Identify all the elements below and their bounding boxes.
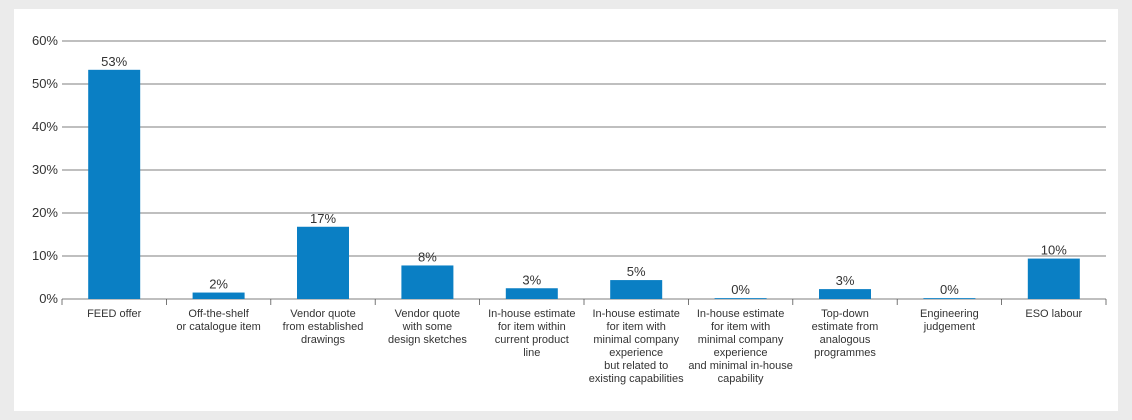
category-label-line: for item with (607, 321, 666, 333)
category-label-line: minimal company (593, 334, 679, 346)
category-label: ESO labour (1025, 308, 1082, 320)
category-label-line: experience (714, 347, 768, 359)
data-label: 10% (1041, 243, 1067, 258)
y-tick-label: 30% (32, 162, 58, 177)
category-label: In-house estimate for item within current … (488, 308, 575, 359)
y-tick-label: 0% (39, 291, 58, 306)
category-label-line: Vendor quote (395, 308, 460, 320)
category-labels: FEED offer Off-the-shelf or catalogue item… (61, 299, 1107, 385)
data-label: 8% (418, 249, 437, 264)
category-label-line: judgement (923, 321, 975, 333)
category-label: Engineering judgement (920, 308, 979, 333)
category-label-line: In-house estimate (488, 308, 575, 320)
category-label-line: In-house estimate (697, 308, 784, 320)
category-label-line: programmes (814, 347, 876, 359)
y-tick-label: 10% (32, 248, 58, 263)
category-label-line: drawings (301, 334, 346, 346)
data-label: 0% (731, 282, 750, 297)
category-label-line: ESO labour (1025, 308, 1082, 320)
data-label: 3% (836, 273, 855, 288)
category-label: In-house estimate for item with minimal co… (688, 308, 793, 385)
category-label-line: and minimal in-house (688, 360, 793, 372)
y-axis-ticks: 0% 10% 20% 30% 40% 50% 60% (32, 33, 58, 306)
y-tick-label: 60% (32, 33, 58, 48)
data-labels: 53% 2% 17% 8% 3% 5% 0% 3% 0% 10% (101, 54, 1067, 297)
category-label-line: for item with (711, 321, 770, 333)
chart-panel: 0% 10% 20% 30% 40% 50% 60% 53% 2% 17% 8% 3% 5% 0% 3% 0… (14, 9, 1118, 411)
category-label-line: or catalogue item (176, 321, 260, 333)
data-label: 17% (310, 211, 336, 226)
data-label: 0% (940, 282, 959, 297)
category-label-line: design sketches (388, 334, 467, 346)
y-tick-label: 40% (32, 119, 58, 134)
y-tick-label: 50% (32, 76, 58, 91)
category-label-line: estimate from (812, 321, 879, 333)
category-label: In-house estimate for item with minimal co… (589, 308, 684, 385)
category-label-line: with some (402, 321, 453, 333)
category-label-line: from established (283, 321, 364, 333)
bar (819, 289, 871, 299)
category-label: Vendor quote with some design sketches (388, 308, 467, 346)
bar (192, 292, 245, 299)
bar (297, 226, 349, 299)
y-tick-label: 20% (32, 205, 58, 220)
data-label: 3% (522, 272, 541, 287)
data-label: 53% (101, 54, 127, 69)
gridlines (62, 40, 1106, 300)
bar (1027, 258, 1080, 299)
category-label-line: Off-the-shelf (188, 308, 249, 320)
bar (505, 288, 558, 299)
bar (923, 298, 976, 299)
category-label-line: current product (495, 334, 569, 346)
category-label: FEED offer (87, 308, 142, 320)
category-label-line: for item within (498, 321, 566, 333)
data-label: 2% (209, 277, 228, 292)
category-label: Off-the-shelf or catalogue item (176, 308, 260, 333)
category-label-line: analogous (820, 334, 871, 346)
category-label-line: Engineering (920, 308, 979, 320)
bar-chart: 0% 10% 20% 30% 40% 50% 60% 53% 2% 17% 8% 3% 5% 0% 3% 0… (32, 33, 1107, 385)
category-label-line: experience (609, 347, 663, 359)
category-label-line: FEED offer (87, 308, 142, 320)
bar (714, 298, 767, 299)
category-label-line: line (523, 347, 540, 359)
category-label: Vendor quote from established drawings (283, 308, 364, 346)
category-label: Top-down estimate from analogous programmes (812, 308, 879, 359)
bar (610, 280, 663, 299)
category-label-line: existing capabilities (589, 373, 684, 385)
category-label-line: capability (718, 373, 764, 385)
data-label: 5% (627, 264, 646, 279)
category-label-line: Top-down (821, 308, 869, 320)
bar (401, 265, 454, 299)
bar (88, 69, 141, 299)
category-label-line: Vendor quote (290, 308, 355, 320)
category-label-line: In-house estimate (592, 308, 679, 320)
category-label-line: but related to (604, 360, 668, 372)
bars (88, 69, 1080, 299)
category-label-line: minimal company (698, 334, 784, 346)
